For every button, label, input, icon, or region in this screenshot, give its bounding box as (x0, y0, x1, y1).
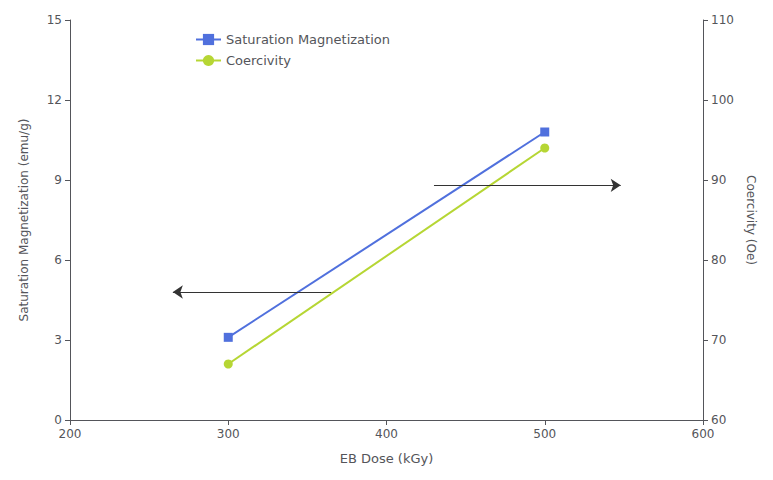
svg-text:300: 300 (217, 427, 240, 441)
svg-text:6: 6 (54, 253, 62, 267)
svg-text:3: 3 (54, 333, 62, 347)
svg-text:EB Dose (kGy): EB Dose (kGy) (340, 451, 434, 466)
svg-text:70: 70 (711, 333, 726, 347)
svg-text:600: 600 (692, 427, 715, 441)
svg-text:Saturation Magnetization (emu/: Saturation Magnetization (emu/g) (17, 119, 31, 322)
svg-text:500: 500 (533, 427, 556, 441)
svg-text:Saturation Magnetization: Saturation Magnetization (226, 32, 390, 47)
svg-text:110: 110 (711, 13, 734, 27)
svg-text:100: 100 (711, 93, 734, 107)
svg-text:90: 90 (711, 173, 726, 187)
svg-text:200: 200 (59, 427, 82, 441)
svg-text:15: 15 (47, 13, 62, 27)
svg-text:Coercivity (Oe): Coercivity (Oe) (744, 175, 758, 265)
svg-text:9: 9 (54, 173, 62, 187)
svg-text:12: 12 (47, 93, 62, 107)
svg-text:0: 0 (54, 413, 62, 427)
svg-text:80: 80 (711, 253, 726, 267)
svg-text:Coercivity: Coercivity (226, 53, 291, 68)
svg-text:60: 60 (711, 413, 726, 427)
svg-text:400: 400 (375, 427, 398, 441)
